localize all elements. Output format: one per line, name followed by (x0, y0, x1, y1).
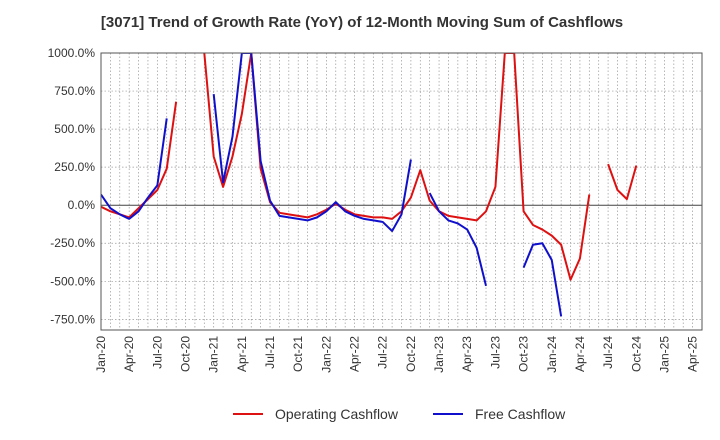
x-tick-label: Jul-24 (601, 336, 615, 369)
x-tick-label: Jan-20 (94, 336, 108, 373)
chart-title: [3071] Trend of Growth Rate (YoY) of 12-… (101, 14, 623, 31)
y-tick-label: 500.0% (54, 122, 95, 136)
y-tick-label: 0.0% (68, 198, 96, 212)
x-tick-label: Oct-22 (404, 336, 418, 372)
x-tick-label: Jul-20 (150, 336, 164, 369)
y-tick-label: -750.0% (50, 312, 95, 326)
series-lines (101, 53, 638, 317)
legend-label-operating-cashflow: Operating Cashflow (275, 406, 399, 422)
y-axis-ticks: 1000.0% 750.0% 500.0% 250.0% 0.0% -250.0% -500… (48, 46, 96, 326)
y-tick-label: -500.0% (50, 274, 95, 288)
x-tick-label: Jan-21 (207, 336, 221, 373)
legend-label-free-cashflow: Free Cashflow (475, 406, 566, 422)
series-line-free-cashflow (101, 53, 563, 317)
x-tick-label: Apr-20 (122, 336, 136, 372)
x-tick-label: Jan-24 (545, 336, 559, 373)
x-tick-label: Oct-20 (179, 336, 193, 372)
x-tick-label: Apr-24 (573, 336, 587, 372)
x-tick-label: Jan-22 (319, 336, 333, 373)
x-tick-label: Jul-22 (376, 336, 390, 369)
x-tick-label: Apr-22 (348, 336, 362, 372)
y-tick-label: -250.0% (50, 236, 95, 250)
x-tick-label: Jan-25 (657, 336, 671, 373)
legend: Operating Cashflow Free Cashflow (233, 406, 566, 422)
x-tick-label: Apr-21 (235, 336, 249, 372)
x-tick-label: Jul-21 (263, 336, 277, 369)
x-tick-label: Oct-21 (291, 336, 305, 372)
x-tick-label: Apr-23 (460, 336, 474, 372)
y-tick-label: 750.0% (54, 84, 95, 98)
x-tick-label: Jul-23 (488, 336, 502, 369)
x-tick-label: Oct-23 (517, 336, 531, 372)
x-axis-ticks: Jan-20 Apr-20 Jul-20 Oct-20 Jan-21 Apr-21 Jul-… (94, 336, 700, 373)
plot-frame (100, 52, 703, 331)
y-tick-label: 1000.0% (48, 46, 96, 60)
x-tick-label: Apr-25 (686, 336, 700, 372)
x-tick-label: Oct-24 (629, 336, 643, 372)
x-tick-label: Jan-23 (432, 336, 446, 373)
y-tick-label: 250.0% (54, 160, 95, 174)
